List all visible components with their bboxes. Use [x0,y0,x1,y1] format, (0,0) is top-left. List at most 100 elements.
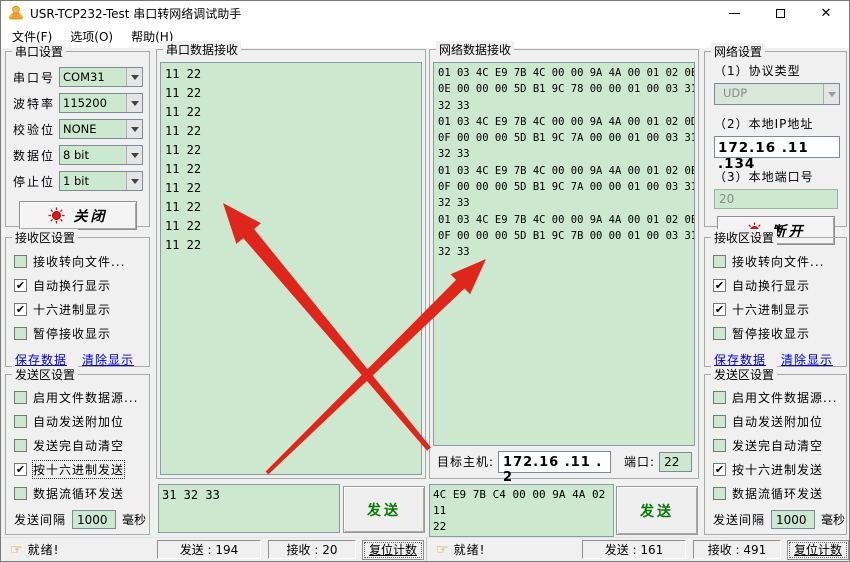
checkbox-label: 发送完自动清空 [732,439,824,453]
checkbox-hex-display[interactable]: ✔ 十六进制显示 [14,301,149,318]
checkbox-icon[interactable]: ✔ [14,279,27,292]
checkbox-label: 十六进制显示 [33,303,112,317]
checkbox-icon[interactable]: ✔ [713,463,726,476]
checkbox-auto-newline[interactable]: ✔ 自动换行显示 [14,277,149,294]
maximize-button[interactable] [757,1,803,25]
send-interval-label: 发送间隔 [713,513,766,527]
checkbox-icon[interactable] [14,255,27,268]
checkbox-send-as-hex[interactable]: ✔ 按十六进制发送 [14,460,149,479]
checkbox-recv-to-file[interactable]: 接收转向文件... [713,253,846,270]
data-bits-select[interactable]: 8 bit [59,145,143,165]
checkbox-icon[interactable] [713,415,726,428]
maximize-icon [775,8,785,18]
serial-tx-input[interactable]: 31 32 33 [158,484,340,533]
checkbox-icon[interactable] [713,439,726,452]
checkbox-icon[interactable] [713,327,726,340]
checkbox-icon[interactable]: ✔ [14,463,27,476]
checkbox-label: 暂停接收显示 [732,327,811,341]
checkbox-auto-append[interactable]: 自动发送附加位 [14,413,149,430]
checkbox-label: 自动发送附加位 [732,415,824,429]
local-port-input[interactable]: 20 [714,189,838,209]
checkbox-icon[interactable] [713,391,726,404]
send-interval-label: 发送间隔 [14,513,67,527]
save-data-link[interactable]: 保存数据 [714,353,767,367]
com-port-select[interactable]: COM31 [59,67,143,87]
menu-file[interactable]: 文件(F) [12,30,53,44]
checkbox-recv-to-file[interactable]: 接收转向文件... [14,253,149,270]
checkbox-send-as-hex[interactable]: ✔ 按十六进制发送 [713,461,846,478]
checkbox-icon[interactable] [713,487,726,500]
serial-reset-count-button[interactable]: 复位计数 [362,539,424,560]
com-port-label: 串口号 [13,70,56,85]
serial-rx-group: 串口数据接收 11 22 11 22 11 22 11 22 11 22 11 … [156,41,426,479]
checkbox-clear-after-send[interactable]: 发送完自动清空 [14,437,149,454]
checkbox-auto-newline[interactable]: ✔ 自动换行显示 [713,277,846,294]
checkbox-icon[interactable] [14,487,27,500]
checkbox-label: 数据流循环发送 [33,487,125,501]
clear-display-link[interactable]: 清除显示 [82,353,135,367]
dropdown-arrow-icon[interactable] [126,172,142,190]
checkbox-label: 按十六进制发送 [732,463,824,477]
network-disconnect-label: 断开 [771,223,806,240]
send-interval-input[interactable]: 1000 [72,510,117,529]
checkbox-icon[interactable] [14,439,27,452]
checkbox-auto-append[interactable]: 自动发送附加位 [713,413,846,430]
title-bar[interactable]: USR-TCP232-Test 串口转网络调试助手 ✕ [1,1,849,25]
baud-rate-select[interactable]: 115200 [59,93,143,113]
group-title: 网络数据接收 [436,41,515,58]
checkbox-clear-after-send[interactable]: 发送完自动清空 [713,437,846,454]
checkbox-icon[interactable] [14,415,27,428]
serial-close-button[interactable]: 关闭 [18,201,137,230]
checkbox-pause-recv[interactable]: 暂停接收显示 [713,325,846,342]
checkbox-label: 接收转向文件... [732,255,825,269]
clear-display-link[interactable]: 清除显示 [781,353,834,367]
checkbox-icon[interactable] [14,327,27,340]
checkbox-loop-send[interactable]: 数据流循环发送 [14,485,149,502]
target-port-label: 端口: [624,455,656,469]
checkbox-file-datasource[interactable]: 启用文件数据源... [14,389,149,406]
dropdown-arrow-icon[interactable] [126,94,142,112]
target-port-input[interactable]: 22 [659,451,693,472]
parity-select[interactable]: NONE [59,119,143,139]
dropdown-arrow-icon[interactable] [126,146,142,164]
stop-bits-select[interactable]: 1 bit [59,171,143,191]
network-rx-textarea[interactable]: 01 03 4C E9 7B 4C 00 00 9A 4A 00 01 02 0… [433,62,695,446]
baud-rate-label: 波特率 [13,96,56,111]
network-send-button[interactable]: 发送 [616,486,698,535]
minimize-button[interactable] [711,1,757,25]
network-reset-count-button[interactable]: 复位计数 [787,539,849,560]
checkbox-icon[interactable]: ✔ [713,303,726,316]
checkbox-pause-recv[interactable]: 暂停接收显示 [14,325,149,342]
status-led-icon [47,207,65,224]
network-tx-input[interactable]: 4C E9 7B C4 00 00 9A 4A 02 11 22 [429,484,614,537]
send-interval-input[interactable]: 1000 [771,510,816,529]
target-host-input[interactable]: 172.16 .11 . 2 [498,450,612,485]
menu-help[interactable]: 帮助(H) [131,30,174,44]
dropdown-arrow-icon [823,84,839,104]
minimize-icon [728,12,740,14]
checkbox-hex-display[interactable]: ✔ 十六进制显示 [713,301,846,318]
checkbox-icon[interactable]: ✔ [14,303,27,316]
dropdown-arrow-icon[interactable] [126,120,142,138]
checkbox-icon[interactable]: ✔ [713,279,726,292]
dropdown-arrow-icon[interactable] [126,68,142,86]
group-title: 接收区设置 [711,229,778,246]
combo-value: NONE [63,122,97,136]
network-send-settings-group: 发送区设置 启用文件数据源... 自动发送附加位 发送完自动清空 ✔ 按十六进制… [704,366,847,551]
checkbox-loop-send[interactable]: 数据流循环发送 [713,485,846,502]
checkbox-icon[interactable] [713,255,726,268]
checkbox-icon[interactable] [14,391,27,404]
serial-ready-text: 就绪! [27,543,60,557]
serial-rx-textarea[interactable]: 11 22 11 22 11 22 11 22 11 22 11 22 11 2… [160,62,422,475]
local-ip-input[interactable]: 172.16 .11 .134 [714,136,840,172]
combo-value: COM31 [63,70,105,84]
checkbox-file-datasource[interactable]: 启用文件数据源... [713,389,846,406]
close-button[interactable]: ✕ [803,1,849,25]
protocol-type-select[interactable]: UDP [714,83,840,105]
group-title: 接收区设置 [12,229,79,246]
menu-options[interactable]: 选项(O) [70,30,114,44]
save-data-link[interactable]: 保存数据 [15,353,68,367]
group-title: 网络设置 [711,43,766,60]
serial-send-button[interactable]: 发送 [343,486,425,533]
